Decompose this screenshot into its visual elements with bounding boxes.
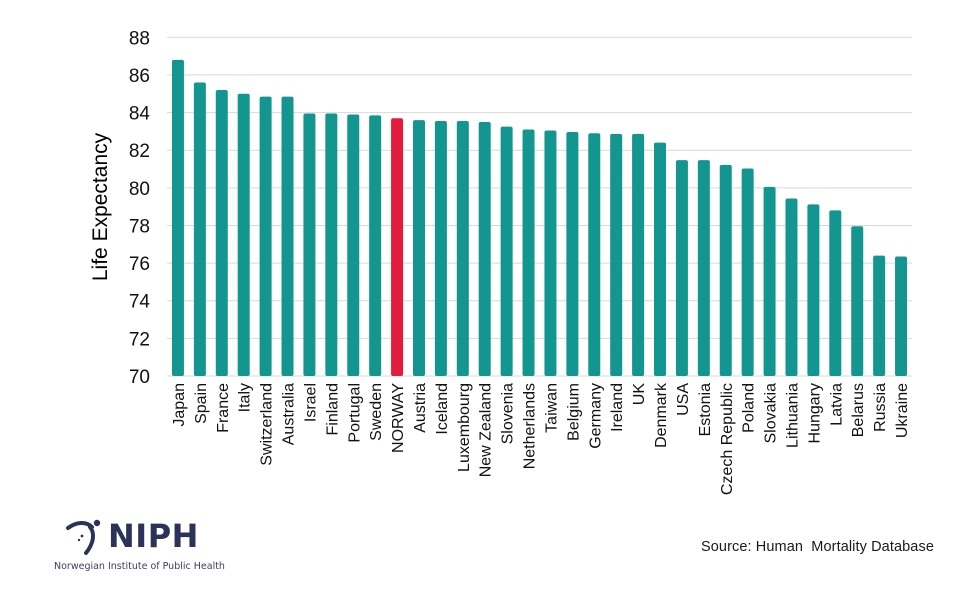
x-tick-label: Israel [302, 383, 319, 422]
bar-japan [171, 59, 184, 376]
y-tick-label: 84 [129, 104, 151, 125]
y-tick-label: 72 [129, 329, 150, 350]
logo-wordmark: NIPH [108, 517, 199, 555]
x-tick-label: Slovenia [500, 383, 517, 444]
x-tick-label: Italy [237, 383, 254, 412]
y-tick-label: 74 [129, 292, 151, 313]
x-tick-label: Slovakia [763, 383, 780, 444]
bar-ireland [610, 133, 623, 376]
x-tick-label: UK [631, 383, 648, 406]
bar-usa [675, 160, 688, 376]
bar-slovenia [500, 126, 513, 376]
y-tick-label: 86 [129, 66, 150, 87]
x-tick-label: Czech Republic [719, 383, 736, 495]
bar-france [215, 89, 228, 376]
bar-portugal [347, 114, 360, 376]
bar-denmark [654, 142, 667, 376]
x-tick-label: Estonia [697, 383, 714, 436]
x-tick-label: Denmark [653, 382, 670, 448]
x-tick-label: Austria [412, 383, 429, 433]
x-tick-label: New Zealand [478, 383, 495, 477]
bar-australia [281, 96, 294, 376]
bar-belgium [566, 131, 579, 376]
y-tick-label: 88 [129, 28, 150, 49]
bars [171, 59, 908, 377]
x-tick-label: Australia [281, 383, 298, 445]
bar-russia [873, 255, 886, 376]
x-tick-label: Ukraine [894, 383, 911, 438]
x-tick-label: Portugal [346, 383, 363, 443]
x-tick-label: Sweden [368, 383, 385, 441]
bar-czech-republic [719, 164, 732, 376]
bar-sweden [369, 115, 382, 377]
x-tick-label: Belarus [850, 383, 867, 437]
y-tick-label: 70 [129, 367, 150, 388]
x-tick-label: Finland [324, 383, 341, 435]
x-tick-label: Iceland [434, 383, 451, 435]
x-tick-label: Russia [872, 383, 889, 432]
x-tick-label: France [215, 383, 232, 433]
bar-new-zealand [478, 121, 491, 376]
x-tick-label: Latvia [828, 383, 845, 426]
x-tick-label: USA [675, 383, 692, 416]
bar-luxembourg [456, 121, 469, 376]
bar-hungary [807, 204, 820, 376]
x-tick-label: Lithuania [784, 383, 801, 448]
x-axis-labels: Japan Spain France Italy Switzerland Australi… [171, 382, 911, 495]
source-note: Source: Human Mortality Database [701, 539, 934, 555]
bar-switzerland [259, 96, 272, 376]
y-tick-label: 82 [129, 141, 150, 162]
bar-israel [303, 113, 316, 376]
bar-italy [237, 93, 250, 376]
x-tick-label: Ireland [609, 383, 626, 432]
bar-lithuania [785, 198, 798, 376]
y-tick-label: 76 [129, 254, 150, 275]
x-tick-label: Netherlands [522, 383, 539, 469]
x-tick-label: NORWAY [390, 383, 407, 453]
x-tick-label: Switzerland [259, 383, 276, 466]
bar-germany [588, 133, 601, 376]
bar-poland [741, 168, 754, 376]
bar-estonia [697, 160, 710, 376]
bar-norway [391, 118, 404, 376]
bar-netherlands [522, 129, 535, 376]
bar-austria [412, 120, 425, 377]
x-tick-label: Hungary [806, 383, 823, 443]
bar-latvia [829, 210, 842, 376]
bar-ukraine [895, 256, 908, 376]
niph-figure-icon [66, 519, 101, 555]
y-axis-ticks: 70 72 74 76 78 80 82 84 86 88 [129, 28, 151, 388]
bar-iceland [434, 121, 447, 376]
x-tick-label: Poland [741, 383, 758, 433]
bar-taiwan [544, 130, 557, 376]
x-tick-label: Japan [171, 383, 188, 427]
y-tick-label: 80 [129, 179, 150, 200]
bar-uk [632, 133, 645, 376]
bar-spain [193, 82, 206, 377]
bar-finland [325, 113, 338, 376]
gridlines [167, 36, 912, 377]
y-tick-label: 78 [129, 216, 150, 237]
y-axis-title: Life Expectancy [89, 132, 112, 281]
life-expectancy-bar-chart: 70 72 74 76 78 80 82 84 86 88 Japan Spain France Ita… [89, 28, 912, 495]
bar-slovakia [763, 186, 776, 376]
x-tick-label: Luxembourg [456, 383, 473, 472]
x-tick-label: Taiwan [543, 383, 560, 433]
bar-belarus [851, 226, 864, 376]
x-tick-label: Spain [193, 383, 210, 424]
niph-logo: NIPH Norwegian Institute of Public Healt… [54, 517, 254, 577]
logo-subtitle: Norwegian Institute of Public Health [54, 561, 225, 572]
x-tick-label: Germany [587, 383, 604, 449]
x-tick-label: Belgium [565, 383, 582, 441]
